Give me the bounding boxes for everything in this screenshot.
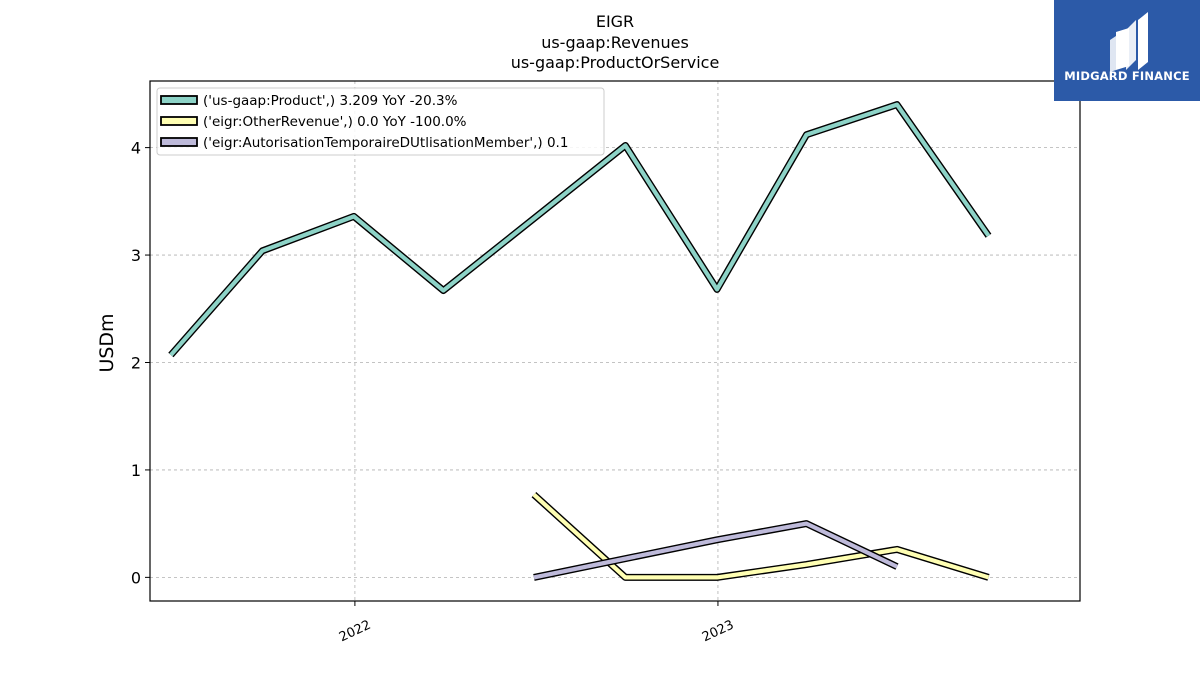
plot-frame (149, 80, 1081, 602)
legend-label-1: ('eigr:OtherRevenue',) 0.0 YoY -100.0% (203, 114, 467, 130)
legend-swatch-0 (160, 95, 198, 105)
y-tick-label: 3 (131, 246, 141, 265)
legend-swatch-1 (160, 116, 198, 126)
legend-label-2: ('eigr:AutorisationTemporaireDUtlisation… (203, 135, 568, 151)
chart-title-line-3: us-gaap:ProductOrService (510, 53, 720, 72)
y-tick-label: 4 (131, 139, 141, 158)
x-tick-label: 2023 (700, 618, 736, 646)
series-outline-2 (533, 520, 899, 581)
legend-box (156, 87, 605, 156)
x-tick-label: 2022 (337, 618, 373, 646)
y-axis-label: USDm (96, 313, 118, 372)
chart-title-line-2: us-gaap:Revenues (541, 33, 689, 52)
y-tick-label: 2 (131, 353, 141, 372)
legend-label-0: ('us-gaap:Product',) 3.209 YoY -20.3% (203, 93, 458, 109)
brand-name: MIDGARD FINANCE (1064, 69, 1190, 83)
legend: ('us-gaap:Product',) 3.209 YoY -20.3% ('e… (156, 87, 605, 156)
series-line-0 (169, 102, 991, 357)
series-line-2 (533, 521, 898, 580)
grid-layer (150, 81, 1080, 601)
axis-layer: 0 1 2 3 4 2022 2023 (131, 139, 737, 646)
brand-mark-icon (1110, 12, 1148, 72)
y-tick-label: 1 (131, 461, 141, 480)
y-tick-label: 0 (131, 568, 141, 587)
legend-swatch-2 (160, 137, 198, 147)
brand-logo: MIDGARD FINANCE (1054, 0, 1200, 101)
series-layer (168, 101, 992, 581)
chart-title-line-1: EIGR (595, 12, 635, 31)
